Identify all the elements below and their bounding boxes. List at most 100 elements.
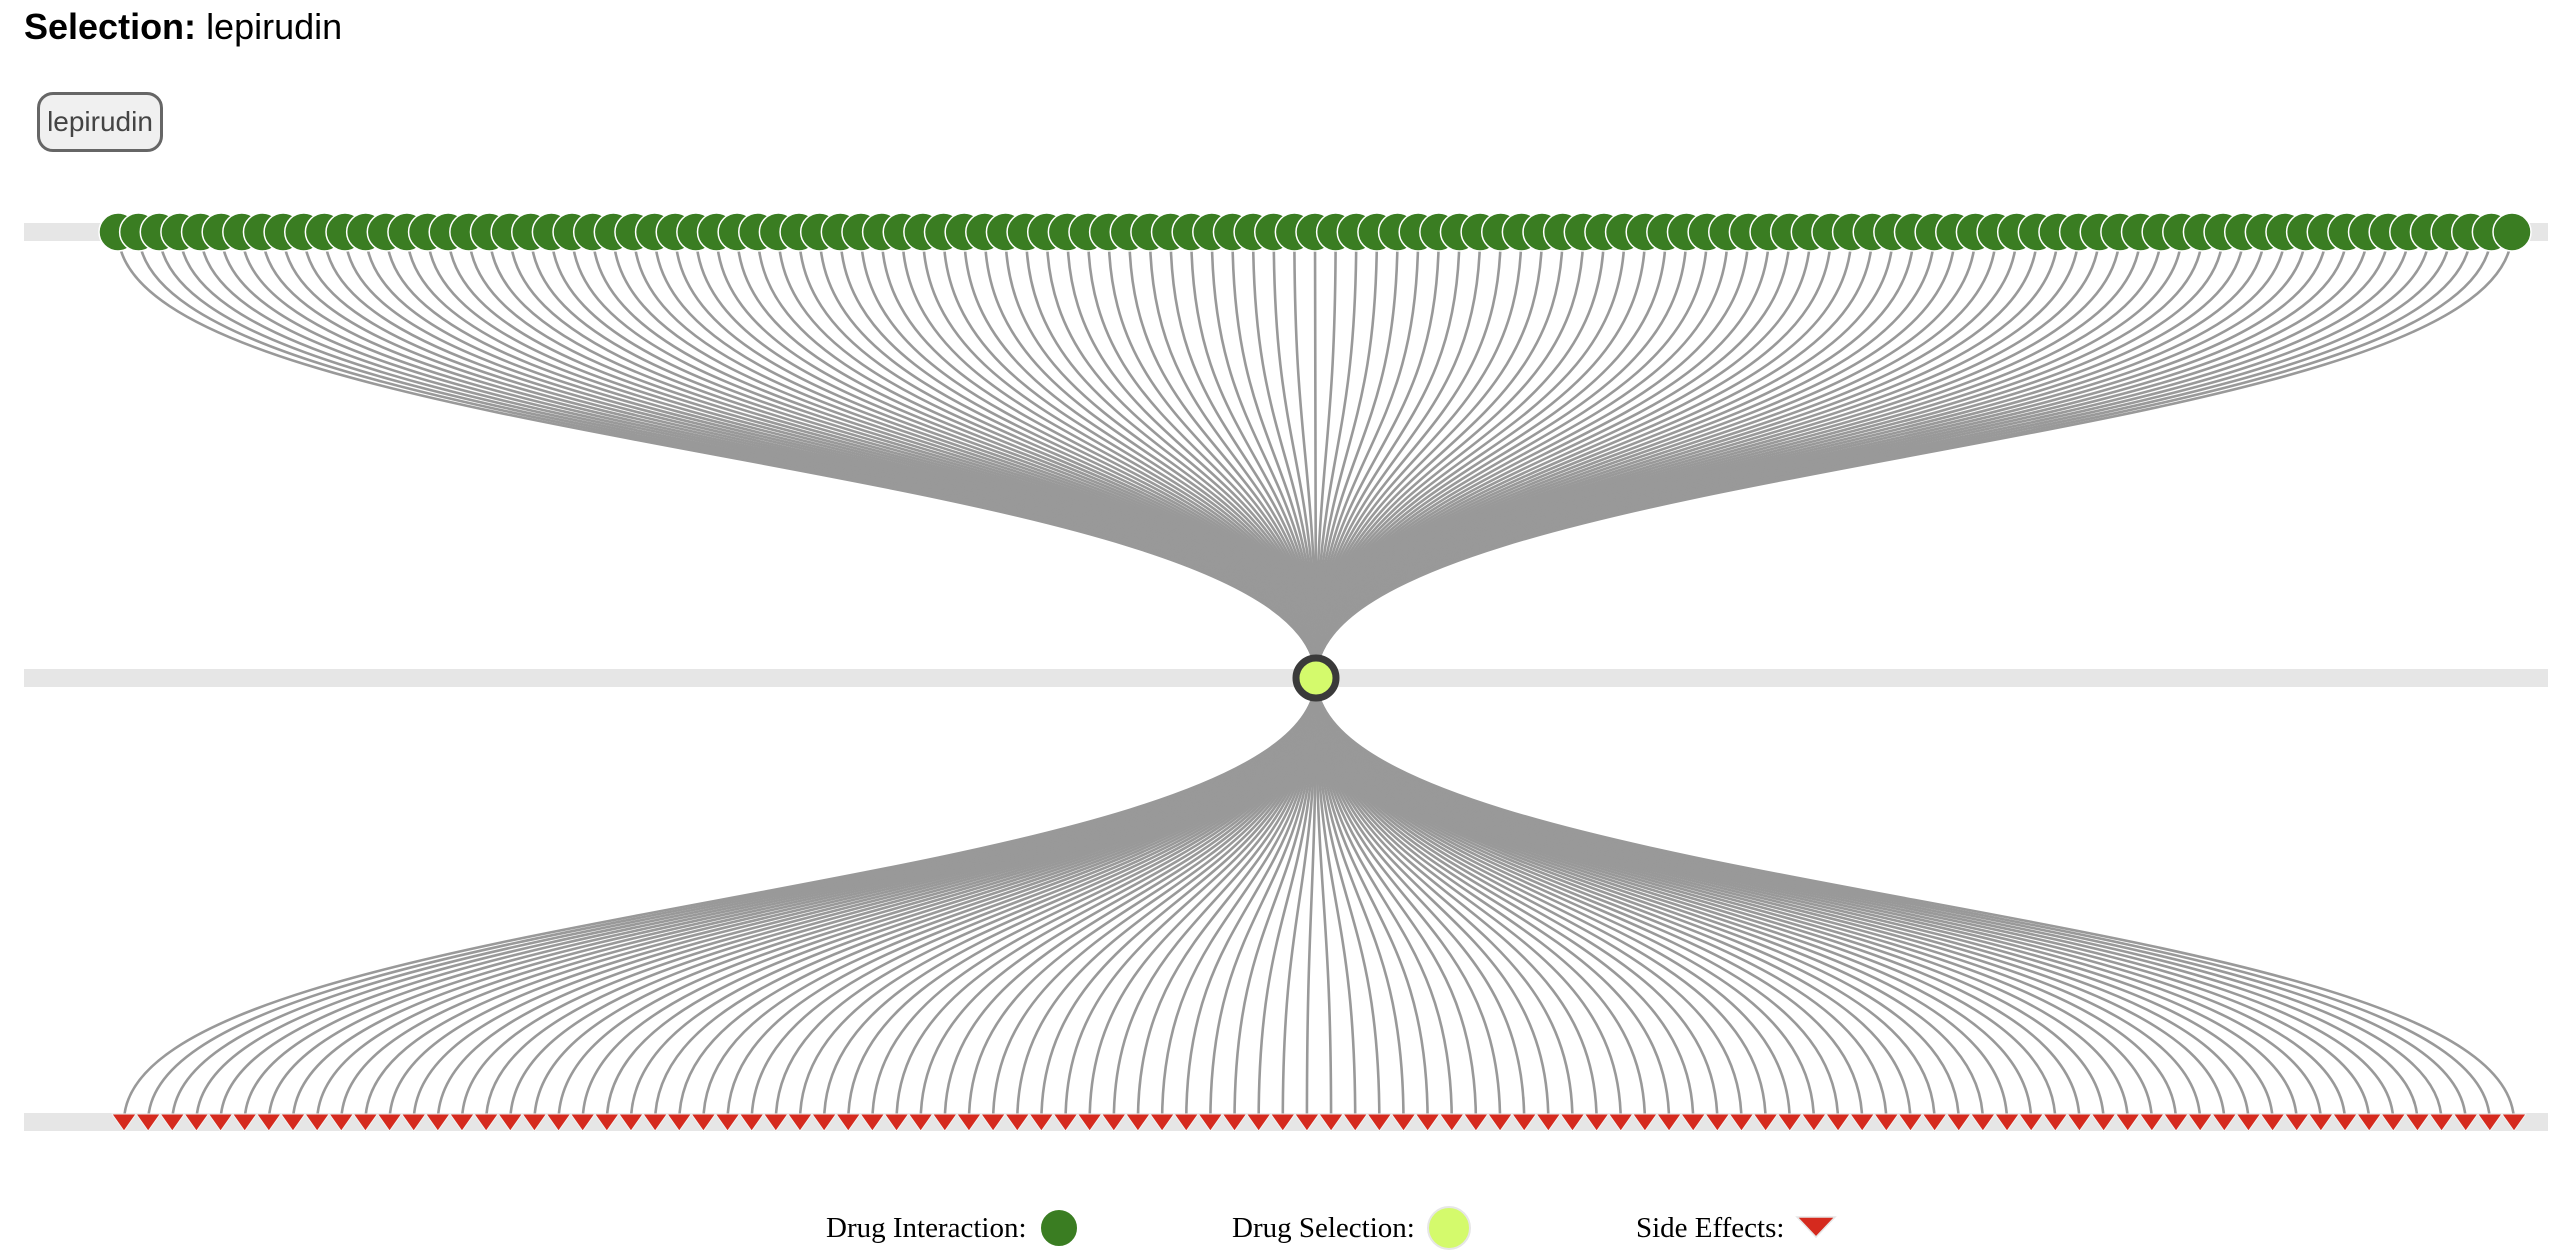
side-effect-node[interactable]	[907, 1113, 934, 1132]
side-effect-node[interactable]	[883, 1113, 910, 1132]
side-effect-node[interactable]	[1124, 1113, 1151, 1132]
side-effect-node[interactable]	[2476, 1113, 2503, 1132]
selected-drug-node[interactable]	[1292, 654, 1340, 702]
side-effect-node[interactable]	[569, 1113, 596, 1132]
side-effect-node[interactable]	[1269, 1113, 1296, 1132]
side-effect-node[interactable]	[1366, 1113, 1393, 1132]
side-effect-node[interactable]	[2138, 1113, 2165, 1132]
side-effect-node[interactable]	[2380, 1113, 2407, 1132]
side-effect-node[interactable]	[2307, 1113, 2334, 1132]
side-effect-node[interactable]	[1825, 1113, 1852, 1132]
side-effect-node[interactable]	[1631, 1113, 1658, 1132]
side-effect-node[interactable]	[497, 1113, 524, 1132]
side-effect-node[interactable]	[2090, 1113, 2117, 1132]
side-effect-node[interactable]	[424, 1113, 451, 1132]
side-effect-node[interactable]	[1438, 1113, 1465, 1132]
side-effect-node[interactable]	[231, 1113, 258, 1132]
side-effect-node[interactable]	[376, 1113, 403, 1132]
side-effect-node[interactable]	[1511, 1113, 1538, 1132]
side-effect-node[interactable]	[593, 1113, 620, 1132]
side-effect-node[interactable]	[159, 1113, 186, 1132]
side-effect-node[interactable]	[1945, 1113, 1972, 1132]
side-effect-node[interactable]	[521, 1113, 548, 1132]
side-effect-node[interactable]	[1487, 1113, 1514, 1132]
side-effect-node[interactable]	[280, 1113, 306, 1132]
side-effect-node[interactable]	[1100, 1113, 1127, 1132]
side-effect-node[interactable]	[1873, 1113, 1900, 1132]
side-effect-node[interactable]	[931, 1113, 958, 1132]
side-effect-node[interactable]	[1583, 1113, 1610, 1132]
side-effect-node[interactable]	[183, 1113, 210, 1132]
side-effect-node[interactable]	[328, 1113, 355, 1132]
side-effect-node[interactable]	[1414, 1113, 1441, 1132]
side-effect-node[interactable]	[1318, 1113, 1345, 1132]
side-effect-node[interactable]	[666, 1113, 693, 1132]
side-effect-node[interactable]	[1800, 1113, 1827, 1132]
side-effect-node[interactable]	[1752, 1113, 1779, 1132]
side-effect-node[interactable]	[1535, 1113, 1562, 1132]
side-effect-node[interactable]	[980, 1113, 1007, 1132]
side-effect-node[interactable]	[690, 1113, 717, 1132]
side-effect-node[interactable]	[2187, 1113, 2214, 1132]
side-effect-node[interactable]	[1149, 1113, 1176, 1132]
side-effect-node[interactable]	[738, 1113, 765, 1132]
side-effect-node[interactable]	[449, 1113, 475, 1132]
side-effect-node[interactable]	[2042, 1113, 2069, 1132]
side-effect-node[interactable]	[811, 1113, 838, 1132]
side-effect-node[interactable]	[1052, 1113, 1079, 1132]
side-effect-node[interactable]	[2259, 1113, 2286, 1132]
side-effect-node[interactable]	[2404, 1113, 2431, 1132]
side-effect-node[interactable]	[1921, 1113, 1948, 1132]
side-effect-node[interactable]	[2018, 1113, 2045, 1132]
side-effect-node[interactable]	[2356, 1113, 2383, 1132]
side-effect-node[interactable]	[1173, 1113, 1200, 1132]
side-effect-node[interactable]	[618, 1113, 644, 1132]
side-effect-node[interactable]	[207, 1113, 234, 1132]
side-effect-node[interactable]	[762, 1113, 789, 1132]
side-effect-node[interactable]	[642, 1113, 669, 1132]
side-effect-node[interactable]	[304, 1113, 331, 1132]
side-effect-node[interactable]	[1462, 1113, 1489, 1132]
side-effect-node[interactable]	[2235, 1113, 2262, 1132]
side-effect-node[interactable]	[135, 1113, 162, 1132]
side-effect-node[interactable]	[1028, 1113, 1055, 1132]
side-effect-node[interactable]	[2066, 1113, 2093, 1132]
side-effect-node[interactable]	[255, 1113, 282, 1132]
side-effect-node[interactable]	[1656, 1113, 1683, 1132]
side-effect-node[interactable]	[2114, 1113, 2141, 1132]
selected-drug-chip[interactable]: lepirudin	[37, 92, 163, 152]
side-effect-node[interactable]	[1776, 1113, 1803, 1132]
side-effect-node[interactable]	[1897, 1113, 1924, 1132]
interaction-node[interactable]	[2492, 212, 2532, 252]
side-effect-node[interactable]	[1076, 1113, 1103, 1132]
side-effect-node[interactable]	[1994, 1113, 2020, 1132]
side-effect-node[interactable]	[1245, 1113, 1272, 1132]
side-effect-node[interactable]	[786, 1113, 813, 1132]
side-effect-node[interactable]	[2428, 1113, 2455, 1132]
side-effect-node[interactable]	[545, 1113, 572, 1132]
side-effect-node[interactable]	[955, 1113, 982, 1132]
side-effect-node[interactable]	[1728, 1113, 1755, 1132]
side-effect-node[interactable]	[1704, 1113, 1731, 1132]
side-effect-node[interactable]	[2163, 1113, 2189, 1132]
side-effect-node[interactable]	[1221, 1113, 1248, 1132]
side-effect-node[interactable]	[2332, 1113, 2358, 1132]
side-effect-node[interactable]	[1559, 1113, 1586, 1132]
side-effect-node[interactable]	[1342, 1113, 1369, 1132]
side-effect-node[interactable]	[1390, 1113, 1417, 1132]
side-effect-node[interactable]	[1004, 1113, 1031, 1132]
side-effect-node[interactable]	[1680, 1113, 1707, 1132]
side-effect-node[interactable]	[1197, 1113, 1224, 1132]
side-effect-node[interactable]	[1969, 1113, 1996, 1132]
side-effect-node[interactable]	[2283, 1113, 2310, 1132]
side-effect-node[interactable]	[859, 1113, 886, 1132]
side-effect-node[interactable]	[111, 1113, 137, 1132]
side-effect-node[interactable]	[835, 1113, 862, 1132]
side-effect-node[interactable]	[352, 1113, 379, 1132]
side-effect-node[interactable]	[473, 1113, 500, 1132]
side-effect-node[interactable]	[2211, 1113, 2238, 1132]
side-effect-node[interactable]	[1607, 1113, 1634, 1132]
side-effect-node[interactable]	[1849, 1113, 1876, 1132]
side-effect-node[interactable]	[2452, 1113, 2479, 1132]
side-effect-node[interactable]	[714, 1113, 741, 1132]
